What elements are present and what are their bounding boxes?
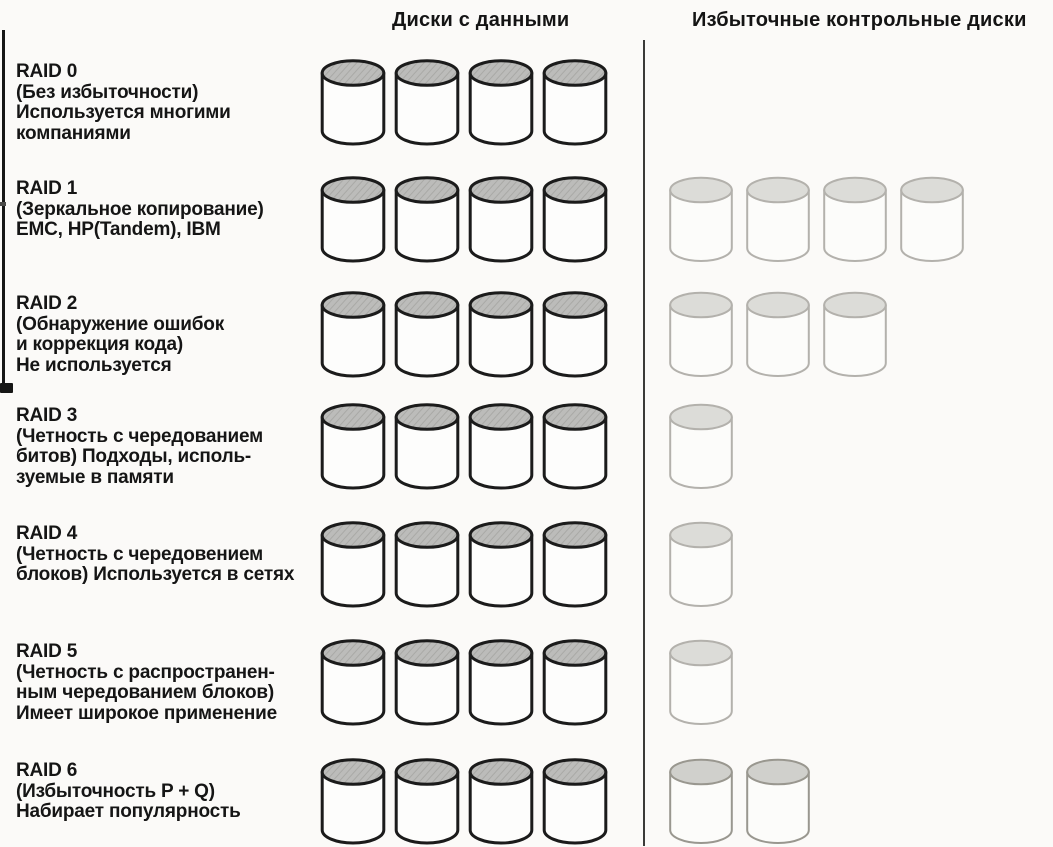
raid-0-row: RAID 0 (Без избыточности) Используется м… xyxy=(0,58,1053,148)
redundant-disk-icon xyxy=(746,758,810,844)
redundant-disk-icon xyxy=(669,291,733,377)
data-disk-icon xyxy=(394,59,460,146)
data-disk-icon xyxy=(468,521,534,608)
data-disk-group xyxy=(320,757,608,847)
raid-6-label: RAID 6 (Избыточность P + Q) Набирает поп… xyxy=(16,760,241,823)
raid-5-label: RAID 5 (Четность с распространен- ным че… xyxy=(16,641,277,724)
data-disks-header: Диски с данными xyxy=(392,9,570,31)
raid-description: (Четность с распространен- ным чередован… xyxy=(16,661,277,724)
data-disk-group xyxy=(320,290,608,380)
data-disk-icon xyxy=(542,639,608,726)
raid-4-label: RAID 4 (Четность с чередовением блоков) … xyxy=(16,523,295,586)
raid-title: RAID 0 xyxy=(16,61,78,82)
data-disk-icon xyxy=(394,639,460,726)
data-disk-group xyxy=(320,58,608,148)
raid-title: RAID 6 xyxy=(16,760,78,781)
redundant-disk-icon xyxy=(746,176,810,262)
data-disk-icon xyxy=(394,521,460,608)
raid-3-row: RAID 3 (Четность с чередованием битов) П… xyxy=(0,402,1053,492)
data-disk-icon xyxy=(320,639,386,726)
raid-4-row: RAID 4 (Четность с чередовением блоков) … xyxy=(0,520,1053,610)
redundant-disk-group xyxy=(668,520,734,610)
raid-1-label: RAID 1 (Зеркальное копирование) EMC, HP(… xyxy=(16,178,264,241)
data-disk-icon xyxy=(394,403,460,490)
redundant-disk-group xyxy=(668,290,888,380)
redundant-disk-icon xyxy=(746,291,810,377)
redundant-disk-icon xyxy=(669,403,733,489)
raid-1-row: RAID 1 (Зеркальное копирование) EMC, HP(… xyxy=(0,175,1053,265)
data-disk-icon xyxy=(468,59,534,146)
data-disk-icon xyxy=(468,291,534,378)
raid-title: RAID 1 xyxy=(16,178,78,199)
data-disk-icon xyxy=(542,521,608,608)
column-divider xyxy=(643,40,645,846)
data-disk-icon xyxy=(542,59,608,146)
data-disk-icon xyxy=(542,176,608,263)
data-disk-icon xyxy=(542,291,608,378)
data-disk-icon xyxy=(394,758,460,845)
redundant-disk-icon xyxy=(669,639,733,725)
raid-description: (Четность с чередовением блоков) Использ… xyxy=(16,543,295,585)
raid-description: (Обнаружение ошибок и коррекция кода) Не… xyxy=(16,313,225,376)
raid-description: (Зеркальное копирование) EMC, HP(Tandem)… xyxy=(16,198,264,240)
data-disk-icon xyxy=(542,758,608,845)
data-disk-icon xyxy=(468,403,534,490)
redundant-disk-icon xyxy=(669,176,733,262)
data-disk-icon xyxy=(320,59,386,146)
raid-title: RAID 4 xyxy=(16,523,78,544)
raid-title: RAID 5 xyxy=(16,641,78,662)
data-disk-group xyxy=(320,638,608,728)
redundant-disk-group xyxy=(668,175,965,265)
raid-description: (Без избыточности) Используется многими … xyxy=(16,81,231,144)
redundant-disk-icon xyxy=(823,291,887,377)
data-disk-icon xyxy=(320,521,386,608)
redundant-disk-group xyxy=(668,402,734,492)
data-disk-icon xyxy=(320,403,386,490)
raid-description: (Избыточность P + Q) Набирает популярнос… xyxy=(16,780,241,822)
redundant-disks-header: Избыточные контрольные диски xyxy=(692,9,1027,31)
redundant-disk-group xyxy=(668,638,734,728)
scan-artifact-mark xyxy=(0,383,13,393)
data-disk-group xyxy=(320,520,608,610)
data-disk-icon xyxy=(468,758,534,845)
redundant-disk-icon xyxy=(900,176,964,262)
data-disk-icon xyxy=(468,176,534,263)
data-disk-group xyxy=(320,402,608,492)
raid-title: RAID 2 xyxy=(16,293,78,314)
raid-title: RAID 3 xyxy=(16,405,78,426)
data-disk-icon xyxy=(320,176,386,263)
redundant-disk-icon xyxy=(823,176,887,262)
redundant-disk-icon xyxy=(669,521,733,607)
data-disk-icon xyxy=(542,403,608,490)
data-disk-group xyxy=(320,175,608,265)
scan-artifact-dash xyxy=(0,202,6,206)
redundant-disk-group xyxy=(668,757,811,847)
redundant-disk-icon xyxy=(669,758,733,844)
raid-description: (Четность с чередованием битов) Подходы,… xyxy=(16,425,263,488)
data-disk-icon xyxy=(394,291,460,378)
raid-5-row: RAID 5 (Четность с распространен- ным че… xyxy=(0,638,1053,728)
data-disk-icon xyxy=(320,758,386,845)
raid-6-row: RAID 6 (Избыточность P + Q) Набирает поп… xyxy=(0,757,1053,847)
data-disk-icon xyxy=(394,176,460,263)
raid-0-label: RAID 0 (Без избыточности) Используется м… xyxy=(16,61,231,144)
raid-3-label: RAID 3 (Четность с чередованием битов) П… xyxy=(16,405,263,488)
raid-2-row: RAID 2 (Обнаружение ошибок и коррекция к… xyxy=(0,290,1053,380)
data-disk-icon xyxy=(320,291,386,378)
data-disk-icon xyxy=(468,639,534,726)
scan-artifact-line xyxy=(2,30,5,388)
raid-2-label: RAID 2 (Обнаружение ошибок и коррекция к… xyxy=(16,293,225,376)
